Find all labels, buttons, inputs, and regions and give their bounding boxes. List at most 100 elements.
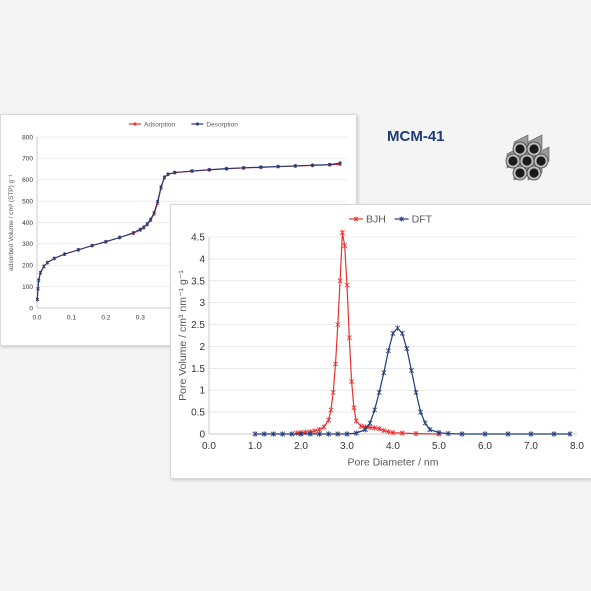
data-point	[385, 429, 391, 435]
pore-size-distribution-panel: 0 0.5 1 1.5 2 2.5 3 3.5 4 4.5 0.0 1.0 2.0 3.0 4.0 5.0 6.…	[170, 204, 591, 479]
legend-marker	[195, 122, 199, 126]
legend-marker	[133, 122, 137, 126]
data-point	[372, 407, 378, 413]
data-point	[330, 389, 336, 396]
data-point	[252, 431, 258, 437]
data-point	[427, 426, 433, 433]
data-point	[90, 243, 94, 248]
tube-opening	[529, 168, 539, 178]
y-axis-label: adsorbed Volume / cm³ (STP) g⁻¹	[8, 173, 15, 270]
y-tick-label: 600	[22, 177, 33, 184]
data-point	[261, 431, 267, 437]
x-tick-label: 3.0	[340, 441, 354, 452]
data-point	[404, 345, 410, 352]
series-markers-dft	[252, 325, 573, 437]
sample-title: MCM-41	[387, 128, 445, 145]
data-point	[52, 256, 56, 261]
data-point	[280, 431, 286, 437]
tube-opening	[508, 156, 518, 166]
data-point	[241, 165, 246, 170]
data-point	[310, 163, 315, 168]
x-tick-label: 5.0	[432, 441, 446, 452]
data-point	[316, 431, 322, 437]
data-point	[131, 230, 136, 235]
data-point	[362, 426, 368, 433]
data-point	[307, 431, 313, 437]
data-point	[567, 431, 573, 437]
legend-label: Adsorption	[144, 121, 175, 128]
data-point	[42, 264, 46, 269]
pore-size-distribution-chart: 0 0.5 1 1.5 2 2.5 3 3.5 4 4.5 0.0 1.0 2.0 3.0 4.0 5.0 6.…	[177, 214, 584, 469]
x-tick-label: 2.0	[294, 441, 308, 452]
x-tick-label: 0.0	[202, 441, 216, 452]
data-point	[117, 235, 122, 240]
data-point	[551, 431, 557, 437]
data-point	[395, 325, 401, 331]
data-point	[321, 424, 327, 430]
data-point	[312, 428, 318, 434]
tube-opening	[522, 156, 532, 166]
series-line-dft	[255, 327, 571, 435]
data-point	[166, 172, 170, 177]
tube-opening	[529, 144, 539, 154]
y-tick-label: 0	[29, 305, 33, 312]
data-point	[162, 175, 167, 180]
data-point	[342, 243, 348, 249]
x-tick-label: 1.0	[248, 441, 262, 452]
data-point	[376, 389, 382, 396]
y-tick-label: 4	[199, 254, 205, 265]
data-point	[349, 378, 355, 385]
data-point	[436, 429, 442, 436]
tube-opening	[515, 168, 525, 178]
tube-opening	[515, 144, 525, 154]
data-point	[62, 252, 67, 257]
data-point	[385, 348, 391, 354]
hexagonal-pore-tubes-icon	[490, 124, 560, 194]
data-point	[390, 429, 396, 436]
data-point	[459, 431, 465, 437]
series-markers-bjh	[293, 229, 442, 437]
data-point	[298, 431, 304, 437]
data-point	[408, 367, 414, 374]
data-point	[328, 162, 332, 167]
y-tick-label: 3	[199, 298, 205, 309]
x-tick-label: 0.3	[136, 315, 145, 322]
x-tick-label: 0.2	[101, 315, 110, 322]
x-tick-label: 7.0	[524, 441, 538, 452]
data-point	[346, 334, 352, 341]
data-point	[344, 282, 350, 288]
y-tick-label: 200	[22, 263, 33, 270]
data-point	[36, 286, 40, 291]
data-point	[376, 426, 382, 432]
x-tick-label: 0.1	[67, 315, 76, 322]
data-point	[482, 431, 488, 437]
data-point	[328, 407, 334, 413]
data-point	[339, 229, 345, 236]
legend-label: Desorption	[206, 121, 238, 128]
data-point	[259, 165, 263, 170]
y-tick-label: 1	[199, 386, 205, 397]
y-tick-label: 100	[22, 284, 33, 291]
data-point	[104, 239, 108, 244]
data-point	[326, 417, 332, 423]
data-point	[372, 425, 378, 431]
data-point	[333, 361, 338, 367]
y-tick-label: 500	[22, 198, 33, 205]
data-point	[338, 161, 342, 165]
data-point	[399, 330, 405, 337]
y-tick-label: 400	[22, 220, 33, 227]
data-point	[351, 405, 357, 411]
data-point	[145, 221, 149, 226]
data-point	[353, 430, 359, 436]
data-point	[190, 169, 194, 173]
data-point	[390, 330, 396, 337]
y-tick-label: 800	[22, 134, 33, 141]
data-point	[155, 199, 160, 204]
x-tick-label: 4.0	[386, 441, 400, 452]
data-point	[418, 409, 424, 415]
data-point	[422, 420, 428, 426]
data-point	[413, 389, 419, 396]
data-point	[528, 431, 534, 437]
data-point	[381, 427, 387, 434]
data-point	[276, 164, 280, 169]
